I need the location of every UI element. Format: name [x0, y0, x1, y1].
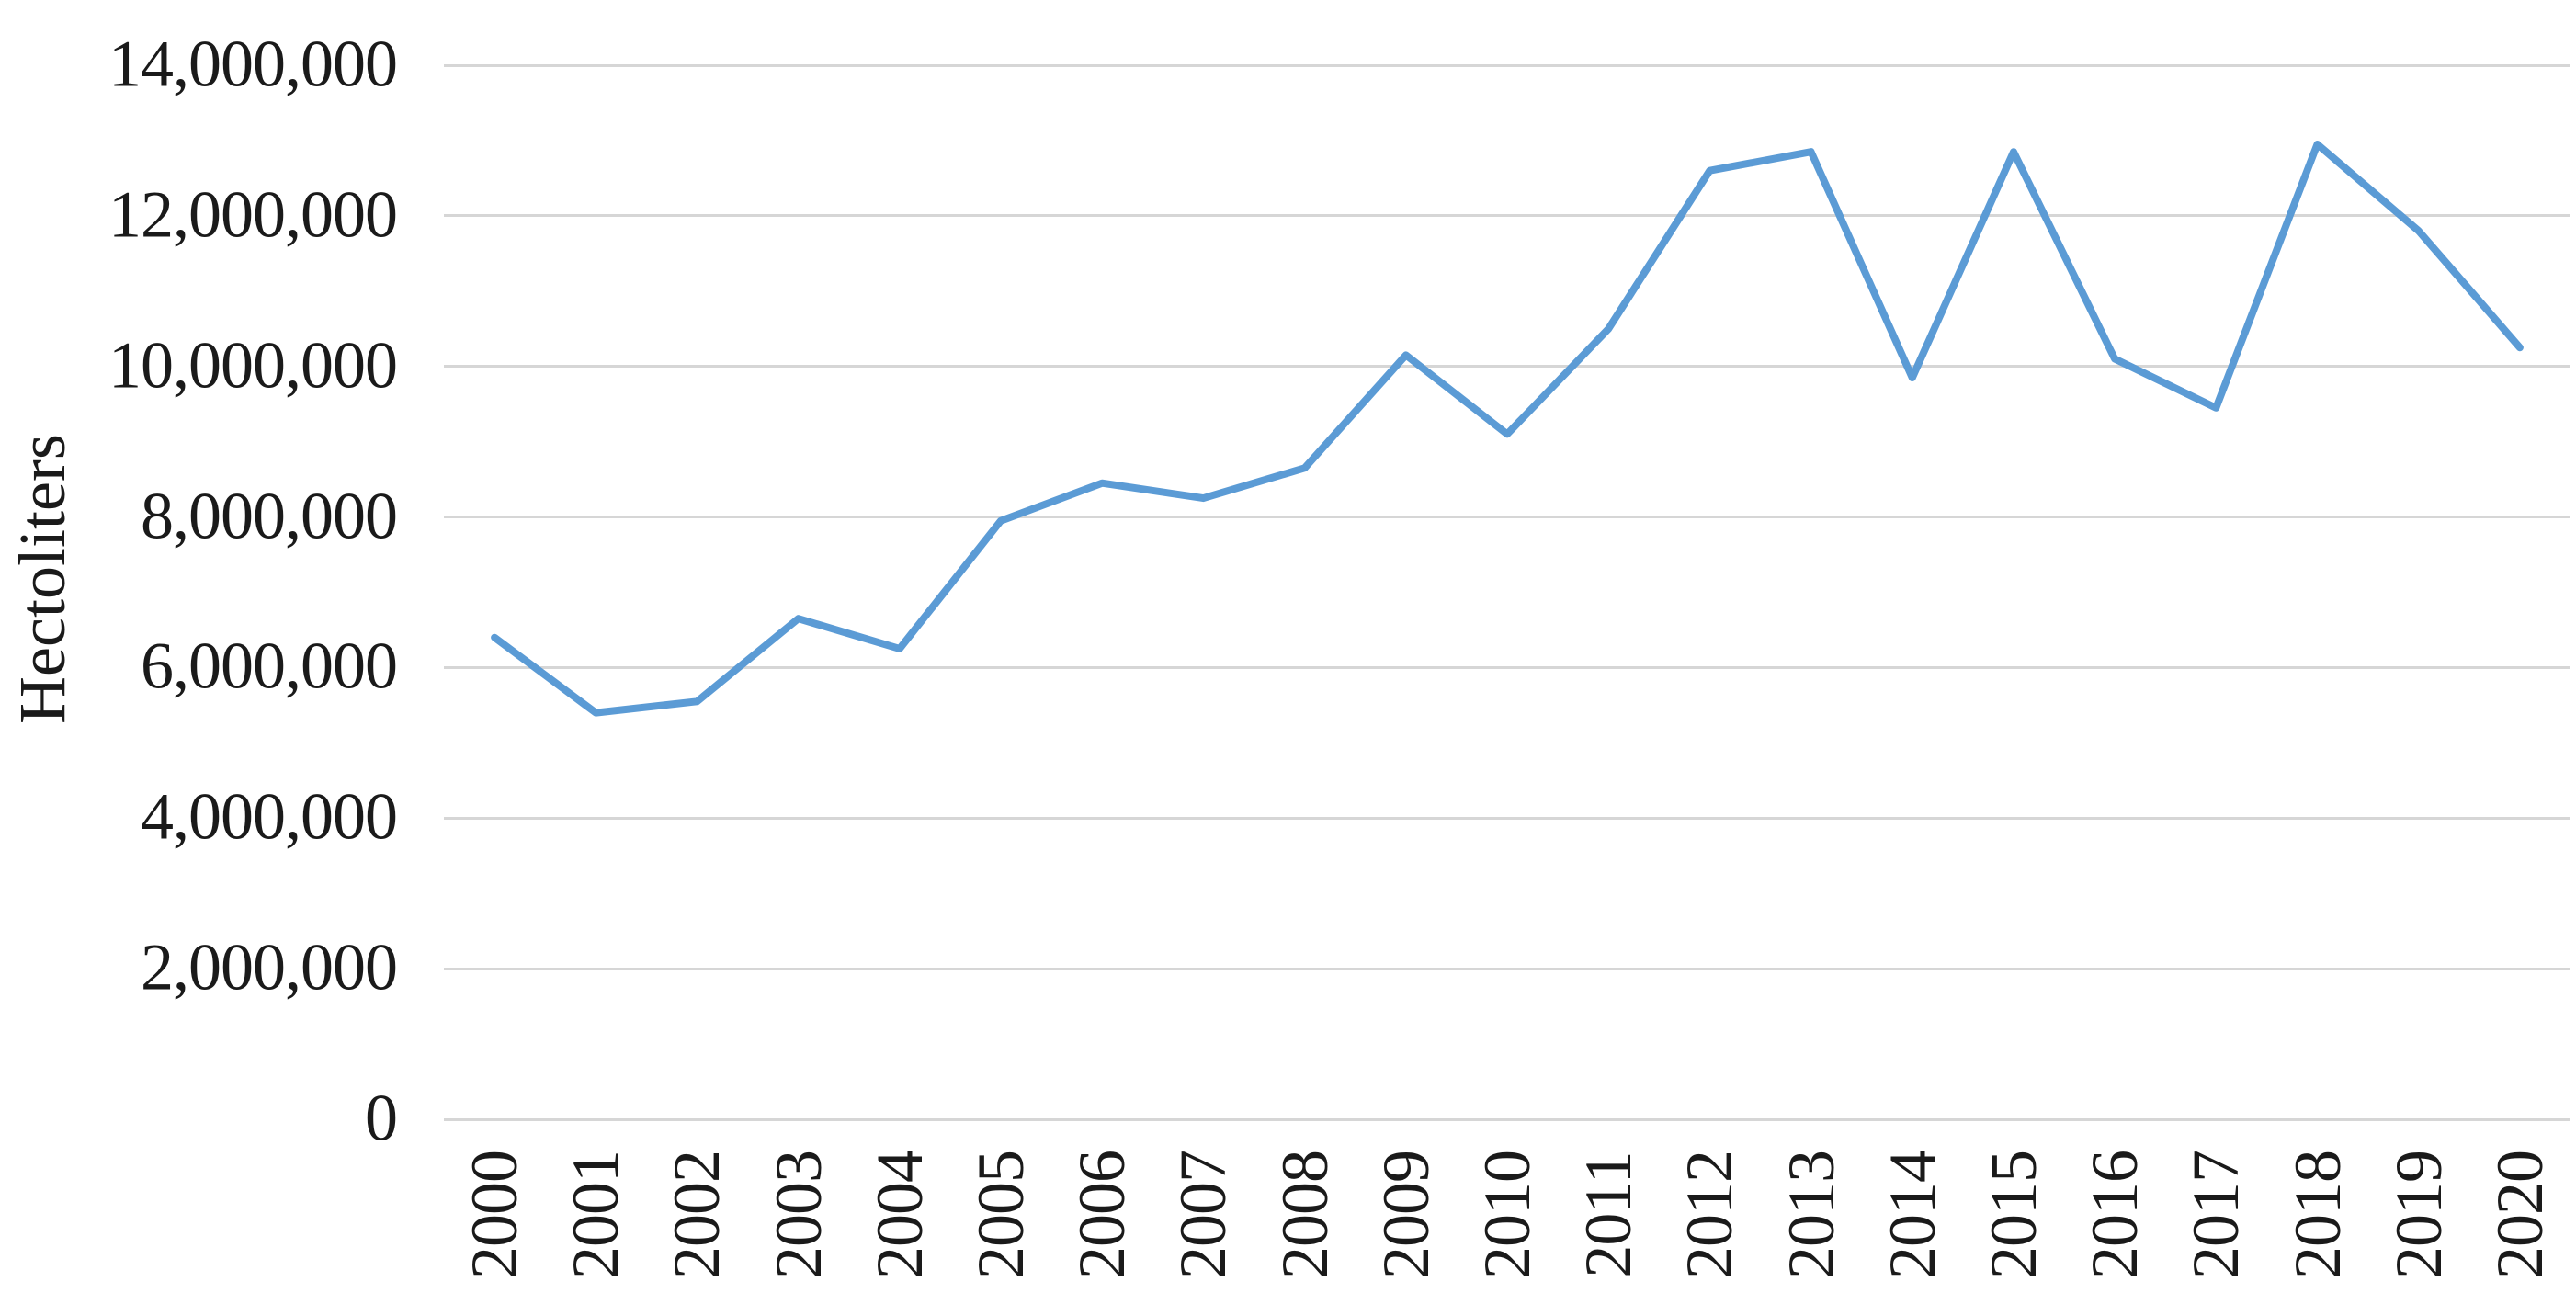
x-tick-label-2020: 2020	[2482, 1151, 2557, 1279]
x-tick-label-2018: 2018	[2280, 1151, 2355, 1279]
x-tick-label-2004: 2004	[862, 1151, 936, 1279]
y-tick-label: 2,000,000	[141, 930, 398, 1004]
x-tick-label-2006: 2006	[1065, 1151, 1140, 1279]
x-tick-label-2012: 2012	[1673, 1151, 1747, 1279]
x-tick-label-2003: 2003	[761, 1151, 835, 1279]
x-tick-label-2017: 2017	[2179, 1151, 2253, 1279]
x-tick-label-2009: 2009	[1368, 1151, 1443, 1279]
x-tick-label-2016: 2016	[2078, 1151, 2152, 1279]
y-tick-label: 0	[365, 1081, 398, 1155]
x-tick-label-2013: 2013	[1774, 1151, 1848, 1279]
gridline-12000000	[444, 214, 2570, 218]
gridline-4000000	[444, 816, 2570, 820]
x-tick-label-2008: 2008	[1267, 1151, 1342, 1279]
x-tick-label-2002: 2002	[660, 1151, 734, 1279]
gridline-14000000	[444, 63, 2570, 67]
x-tick-label-2005: 2005	[964, 1151, 1038, 1279]
x-tick-label-2011: 2011	[1572, 1151, 1646, 1278]
x-tick-label-2000: 2000	[458, 1151, 532, 1279]
gridline-6000000	[444, 665, 2570, 669]
y-tick-label: 14,000,000	[108, 27, 398, 101]
y-tick-label: 12,000,000	[108, 177, 398, 252]
x-tick-label-2001: 2001	[559, 1151, 633, 1279]
x-tick-label-2010: 2010	[1470, 1151, 1544, 1279]
x-tick-label-2007: 2007	[1166, 1151, 1241, 1279]
x-tick-label-2015: 2015	[1976, 1151, 2050, 1279]
gridline-0	[444, 1117, 2570, 1121]
gridline-8000000	[444, 516, 2570, 519]
y-tick-label: 10,000,000	[108, 328, 398, 403]
gridline-10000000	[444, 365, 2570, 369]
y-tick-label: 6,000,000	[141, 629, 398, 703]
y-tick-label: 8,000,000	[141, 479, 398, 553]
x-tick-label-2019: 2019	[2381, 1151, 2456, 1279]
x-tick-label-2014: 2014	[1875, 1151, 1949, 1279]
data-line	[491, 141, 2524, 717]
y-tick-label: 4,000,000	[141, 779, 398, 854]
gridline-2000000	[444, 967, 2570, 970]
